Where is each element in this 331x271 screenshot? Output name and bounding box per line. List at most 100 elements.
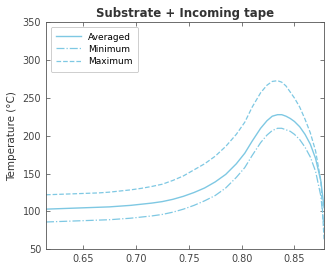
Maximum [224,145,228,148]
Averaged [171,198,175,201]
Maximum [171,179,175,182]
Averaged [234,162,238,165]
Minimum [313,170,317,173]
Minimum [284,128,288,131]
Legend: Averaged, Minimum, Maximum: Averaged, Minimum, Maximum [51,27,138,72]
Minimum [243,166,247,169]
Minimum [280,127,284,130]
Minimum [97,218,101,222]
Averaged [293,120,297,123]
Minimum [44,220,48,224]
Averaged [108,205,112,208]
Averaged [322,206,326,209]
Minimum [86,219,90,222]
Maximum [139,187,143,190]
Minimum [118,217,122,221]
Minimum [298,138,302,141]
Maximum [234,133,238,136]
Averaged [97,206,101,209]
Maximum [192,168,196,172]
Averaged [250,140,254,143]
Averaged [270,115,274,118]
Maximum [303,118,307,121]
Minimum [259,141,262,144]
Maximum [160,183,164,186]
Minimum [213,194,217,197]
Maximum [275,79,279,82]
Maximum [288,91,292,94]
Minimum [150,214,154,218]
Averaged [319,180,323,183]
Line: Minimum: Minimum [46,128,324,228]
Averaged [44,208,48,211]
Averaged [313,157,317,160]
Line: Averaged: Averaged [46,115,324,209]
Maximum [44,193,48,196]
Maximum [319,180,323,183]
Maximum [97,191,101,195]
Maximum [118,189,122,193]
Averaged [118,205,122,208]
Maximum [250,105,254,109]
Minimum [139,215,143,219]
Minimum [288,130,292,133]
Minimum [322,226,326,230]
Averaged [243,151,247,155]
Minimum [203,199,207,202]
Maximum [259,91,262,94]
Averaged [76,207,80,210]
Minimum [224,186,228,190]
Minimum [65,220,69,223]
Minimum [160,213,164,216]
Averaged [139,203,143,206]
Averaged [86,206,90,209]
Minimum [55,220,59,223]
Averaged [303,133,307,136]
Minimum [308,155,312,159]
Averaged [298,125,302,128]
Minimum [275,127,279,130]
Maximum [308,131,312,134]
Averaged [275,113,279,116]
Averaged [65,207,69,210]
Maximum [108,191,112,194]
Averaged [128,204,132,207]
Minimum [181,208,185,211]
Averaged [265,119,269,122]
Averaged [203,186,207,190]
Minimum [108,218,112,221]
Maximum [313,149,317,153]
Maximum [322,238,326,241]
Y-axis label: Temperature (°C): Temperature (°C) [7,91,17,181]
Averaged [308,143,312,146]
Minimum [303,146,307,149]
Minimum [265,133,269,137]
Averaged [160,200,164,203]
Minimum [76,219,80,222]
Minimum [293,133,297,136]
Minimum [234,176,238,179]
Averaged [259,127,262,130]
Minimum [270,129,274,132]
Averaged [284,115,288,118]
Maximum [293,96,297,100]
Averaged [55,207,59,210]
Averaged [224,173,228,176]
Maximum [86,192,90,195]
Line: Maximum: Maximum [46,81,324,239]
Averaged [181,195,185,198]
Minimum [250,154,254,157]
Maximum [243,121,247,124]
Maximum [150,185,154,188]
Maximum [270,80,274,83]
Minimum [171,211,175,214]
Maximum [76,192,80,195]
Averaged [150,201,154,205]
Maximum [265,83,269,87]
Averaged [280,113,284,116]
Averaged [288,117,292,120]
Minimum [192,204,196,207]
Title: Substrate + Incoming tape: Substrate + Incoming tape [96,7,274,20]
Maximum [213,155,217,158]
Minimum [319,195,323,198]
